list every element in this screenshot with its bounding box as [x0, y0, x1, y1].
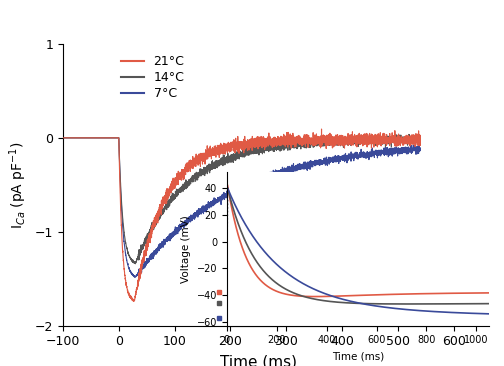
Y-axis label: Voltage (mV): Voltage (mV)	[181, 215, 191, 283]
X-axis label: Time (ms): Time (ms)	[332, 351, 384, 361]
Legend: 21°C, 14°C, 7°C: 21°C, 14°C, 7°C	[116, 50, 190, 105]
Y-axis label: I$_{Ca}$ (pA pF$^{-1}$): I$_{Ca}$ (pA pF$^{-1}$)	[8, 141, 29, 229]
X-axis label: Time (ms): Time (ms)	[220, 354, 297, 366]
